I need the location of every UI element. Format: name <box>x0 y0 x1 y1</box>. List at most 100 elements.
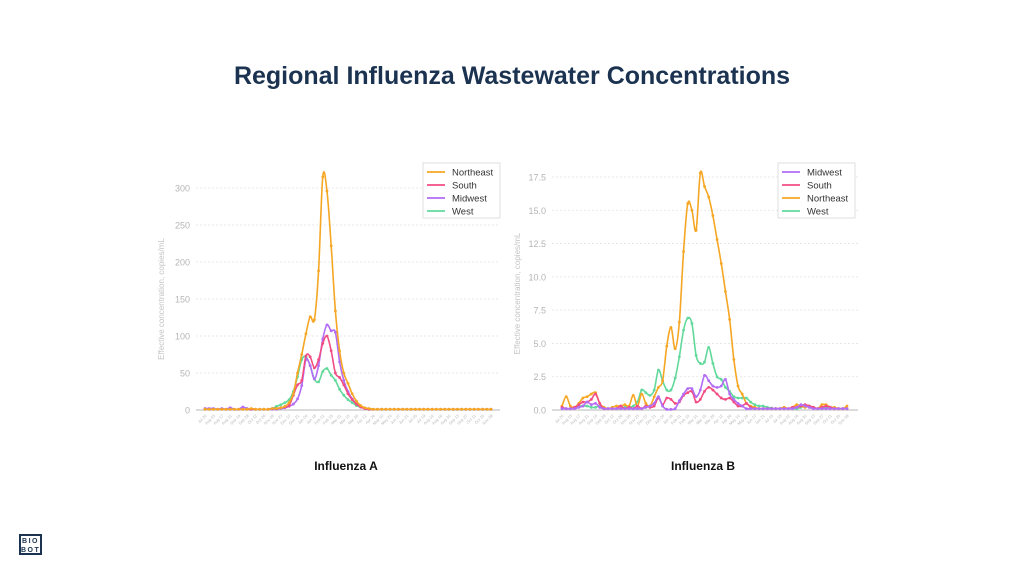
data-point <box>371 407 375 411</box>
data-point <box>669 388 673 392</box>
series-midwest <box>560 373 849 411</box>
data-point <box>698 388 702 392</box>
data-point <box>707 379 711 383</box>
data-point <box>686 202 690 206</box>
data-point <box>736 404 740 408</box>
data-point <box>724 397 727 401</box>
data-point <box>841 407 845 411</box>
data-point <box>694 395 698 399</box>
data-point <box>644 405 648 409</box>
data-point <box>346 381 350 385</box>
data-point <box>594 392 597 396</box>
data-point <box>782 407 786 411</box>
data-point <box>346 398 350 402</box>
data-point <box>715 238 719 241</box>
data-point <box>644 401 648 405</box>
data-point <box>694 400 698 404</box>
data-point <box>682 250 685 253</box>
data-point <box>249 407 253 410</box>
data-point <box>312 377 316 381</box>
data-point <box>673 347 677 351</box>
data-point <box>602 407 606 411</box>
data-point <box>627 407 631 411</box>
data-point <box>715 385 719 389</box>
data-point <box>581 404 585 408</box>
data-point <box>820 403 824 407</box>
data-point <box>585 395 589 399</box>
data-point <box>619 407 623 411</box>
chart-title-influenza-b: Influenza B <box>670 459 735 473</box>
data-point <box>795 403 799 407</box>
data-point <box>384 407 388 411</box>
data-point <box>589 403 593 407</box>
x-tick-label: Jul 20 <box>197 413 209 425</box>
y-tick-label: 250 <box>175 221 190 231</box>
data-point <box>568 407 572 411</box>
data-point <box>749 400 753 404</box>
data-point <box>275 404 278 408</box>
data-point <box>631 407 635 411</box>
data-point <box>833 407 836 411</box>
data-point <box>296 397 299 401</box>
data-point <box>640 392 644 396</box>
data-point <box>346 392 350 396</box>
data-point <box>703 360 706 364</box>
data-point <box>321 175 325 179</box>
data-point <box>355 399 358 403</box>
data-point <box>807 405 811 409</box>
y-tick-label: 200 <box>175 258 190 268</box>
data-point <box>795 405 799 409</box>
data-point <box>615 407 618 411</box>
data-point <box>300 384 304 387</box>
data-point <box>439 407 442 411</box>
data-point <box>342 379 346 382</box>
data-point <box>598 401 602 405</box>
data-point <box>686 391 690 395</box>
data-point <box>631 393 635 397</box>
data-point <box>262 407 266 411</box>
data-point <box>845 404 849 408</box>
data-point <box>686 387 690 391</box>
data-point <box>447 407 451 411</box>
data-point <box>719 396 723 400</box>
data-point <box>623 403 627 407</box>
legend-label-west: West <box>452 207 474 218</box>
legend-label-west: West <box>807 207 829 218</box>
data-point <box>296 383 299 387</box>
data-point <box>333 371 337 375</box>
data-point <box>464 407 468 411</box>
data-point <box>753 403 757 407</box>
data-point <box>648 404 652 408</box>
data-point <box>325 323 329 327</box>
y-tick-label: 17.5 <box>528 173 546 183</box>
data-point <box>304 332 308 336</box>
data-point <box>765 407 769 411</box>
x-tick-label: Jul 19 <box>772 413 784 425</box>
data-point <box>828 407 832 411</box>
data-point <box>690 322 694 325</box>
data-point <box>757 407 761 411</box>
data-point <box>300 379 304 382</box>
data-point <box>564 395 568 399</box>
data-point <box>422 407 426 411</box>
y-tick-label: 0.0 <box>533 406 546 416</box>
y-tick-label: 0 <box>185 406 190 416</box>
data-point <box>644 391 648 395</box>
data-point <box>728 396 732 400</box>
data-point <box>350 392 354 396</box>
data-point <box>665 396 669 400</box>
data-point <box>728 392 732 396</box>
series-west <box>560 316 849 411</box>
legend: Northeast South Midwest West <box>422 162 501 219</box>
data-point <box>300 353 304 356</box>
data-point <box>296 371 299 375</box>
data-point <box>677 399 681 403</box>
data-point <box>652 388 656 392</box>
y-tick-label: 5.0 <box>533 339 546 349</box>
data-point <box>468 407 472 411</box>
data-point <box>283 404 287 408</box>
data-point <box>325 189 329 193</box>
data-point <box>711 384 715 388</box>
data-point <box>350 398 354 402</box>
data-point <box>703 373 706 377</box>
